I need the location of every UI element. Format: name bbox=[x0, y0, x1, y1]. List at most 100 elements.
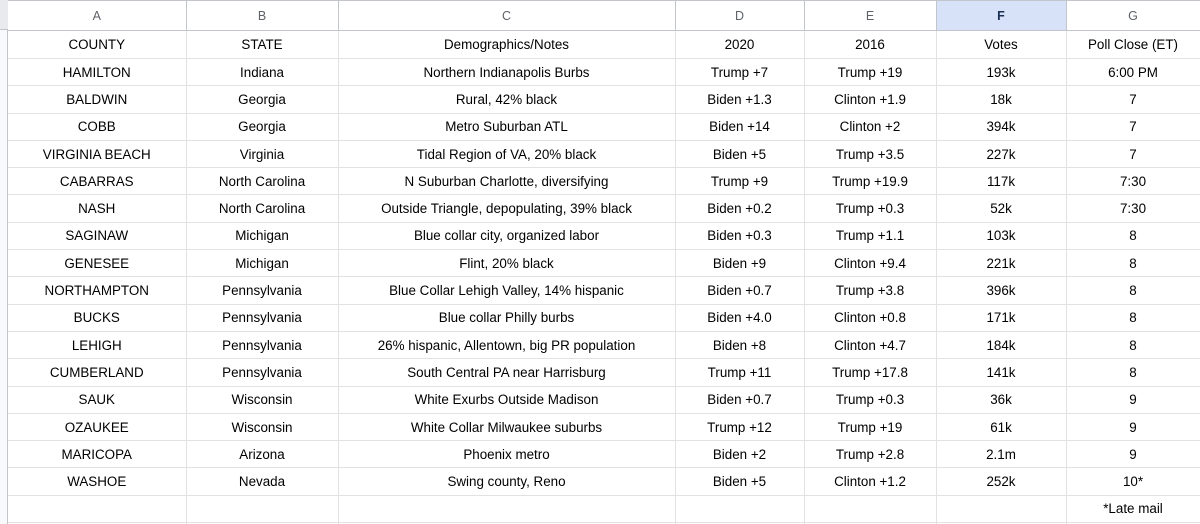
cell-poll-close[interactable]: 7 bbox=[1066, 85, 1200, 114]
cell-2020-margin[interactable] bbox=[675, 495, 805, 524]
cell-votes[interactable]: 252k bbox=[936, 467, 1067, 496]
cell-votes[interactable]: 221k bbox=[936, 249, 1067, 278]
cell-state[interactable]: Michigan bbox=[186, 222, 339, 251]
cell-2016-margin[interactable]: Trump +3.5 bbox=[804, 140, 937, 169]
cell-poll-close[interactable]: 8 bbox=[1066, 276, 1200, 305]
cell-poll-close[interactable]: 9 bbox=[1066, 413, 1200, 442]
cell-votes[interactable] bbox=[936, 495, 1067, 524]
cell-votes[interactable]: 394k bbox=[936, 113, 1067, 141]
column-header-d[interactable]: D bbox=[675, 0, 805, 31]
cell-county[interactable]: BALDWIN bbox=[8, 85, 187, 114]
cell-2020-margin[interactable]: Biden +8 bbox=[675, 331, 805, 360]
cell-2016-margin[interactable]: Trump +1.1 bbox=[804, 222, 937, 251]
cell-votes[interactable]: 117k bbox=[936, 167, 1067, 196]
cell-2020-margin[interactable] bbox=[675, 522, 805, 524]
cell-state[interactable]: Pennsylvania bbox=[186, 304, 339, 332]
cell-2016-margin[interactable]: Trump +2.8 bbox=[804, 440, 937, 469]
column-header-c[interactable]: C bbox=[338, 0, 676, 31]
cell-state[interactable] bbox=[186, 495, 339, 524]
cell-county[interactable]: MARICOPA bbox=[8, 440, 187, 469]
column-header-b[interactable]: B bbox=[186, 0, 339, 31]
cell-notes[interactable]: Phoenix metro bbox=[338, 440, 676, 469]
cell-votes[interactable]: 396k bbox=[936, 276, 1067, 305]
cell-state[interactable]: North Carolina bbox=[186, 167, 339, 196]
cell-state[interactable]: Pennsylvania bbox=[186, 358, 339, 387]
cell-notes[interactable]: Swing county, Reno bbox=[338, 467, 676, 496]
cell-2016-margin[interactable]: Clinton +4.7 bbox=[804, 331, 937, 360]
cell-2020-margin[interactable]: Biden +0.7 bbox=[675, 386, 805, 414]
cell-votes[interactable]: 227k bbox=[936, 140, 1067, 169]
cell-state[interactable]: Wisconsin bbox=[186, 413, 339, 442]
cell-notes[interactable]: Northern Indianapolis Burbs bbox=[338, 58, 676, 87]
cell-notes[interactable] bbox=[338, 495, 676, 524]
cell-county[interactable]: CUMBERLAND bbox=[8, 358, 187, 387]
cell-2020-margin[interactable]: Biden +1.3 bbox=[675, 85, 805, 114]
cell-notes[interactable]: N Suburban Charlotte, diversifying bbox=[338, 167, 676, 196]
cell-county[interactable]: HAMILTON bbox=[8, 58, 187, 87]
cell-2016-margin[interactable]: Trump +19.9 bbox=[804, 167, 937, 196]
cell-votes[interactable]: 141k bbox=[936, 358, 1067, 387]
column-header-f[interactable]: F bbox=[936, 0, 1067, 31]
cell-poll-close[interactable]: *Late mail bbox=[1066, 495, 1200, 524]
cell-2020-margin[interactable]: Trump +7 bbox=[675, 58, 805, 87]
cell-county[interactable]: LEHIGH bbox=[8, 331, 187, 360]
cell-state-label[interactable]: STATE bbox=[186, 30, 339, 59]
cell-county[interactable]: CABARRAS bbox=[8, 167, 187, 196]
cell-votes[interactable]: 171k bbox=[936, 304, 1067, 332]
cell-notes[interactable]: Outside Triangle, depopulating, 39% blac… bbox=[338, 194, 676, 223]
cell-poll-close[interactable]: 7 bbox=[1066, 113, 1200, 141]
cell-state[interactable]: Pennsylvania bbox=[186, 276, 339, 305]
cell-poll-close[interactable]: 6:00 PM bbox=[1066, 58, 1200, 87]
cell-2016-margin[interactable]: Clinton +0.8 bbox=[804, 304, 937, 332]
cell-2016-margin[interactable] bbox=[804, 522, 937, 524]
cell-state[interactable]: Georgia bbox=[186, 85, 339, 114]
cell-state[interactable]: Georgia bbox=[186, 113, 339, 141]
column-header-g[interactable]: G bbox=[1066, 0, 1200, 31]
cell-notes[interactable]: White Collar Milwaukee suburbs bbox=[338, 413, 676, 442]
cell-county[interactable]: NORTHAMPTON bbox=[8, 276, 187, 305]
cell-notes[interactable]: Tidal Region of VA, 20% black bbox=[338, 140, 676, 169]
cell-county[interactable]: SAUK bbox=[8, 386, 187, 414]
cell-notes[interactable]: Rural, 42% black bbox=[338, 85, 676, 114]
cell-poll-close[interactable]: 8 bbox=[1066, 358, 1200, 387]
cell-county[interactable]: COBB bbox=[8, 113, 187, 141]
cell-poll-close[interactable]: 9 bbox=[1066, 440, 1200, 469]
cell-2016-margin[interactable]: Trump +3.8 bbox=[804, 276, 937, 305]
cell-votes[interactable]: 193k bbox=[936, 58, 1067, 87]
cell-poll-close[interactable]: 7:30 bbox=[1066, 167, 1200, 196]
cell-county[interactable]: BUCKS bbox=[8, 304, 187, 332]
cell-2020-margin[interactable]: Biden +9 bbox=[675, 249, 805, 278]
cell-2016-margin[interactable]: Trump +19 bbox=[804, 58, 937, 87]
cell-votes[interactable]: 52k bbox=[936, 194, 1067, 223]
cell-2020-margin[interactable]: Biden +5 bbox=[675, 467, 805, 496]
cell-notes[interactable]: Metro Suburban ATL bbox=[338, 113, 676, 141]
cell-2020-margin[interactable]: Trump +12 bbox=[675, 413, 805, 442]
cell-2016-margin[interactable]: Clinton +1.9 bbox=[804, 85, 937, 114]
cell-2020-margin[interactable]: Trump +11 bbox=[675, 358, 805, 387]
cell-poll-close[interactable]: 8 bbox=[1066, 249, 1200, 278]
cell-state[interactable]: Pennsylvania bbox=[186, 331, 339, 360]
cell-2016-margin[interactable]: Trump +0.3 bbox=[804, 194, 937, 223]
cell-2016-margin[interactable]: Trump +17.8 bbox=[804, 358, 937, 387]
cell-county[interactable]: WASHOE bbox=[8, 467, 187, 496]
cell-2016-margin[interactable] bbox=[804, 495, 937, 524]
cell-poll-close[interactable]: 7:30 bbox=[1066, 194, 1200, 223]
cell-notes-label[interactable]: Demographics/Notes bbox=[338, 30, 676, 59]
cell-2020-margin[interactable]: Biden +2 bbox=[675, 440, 805, 469]
cell-votes[interactable]: 2.1m bbox=[936, 440, 1067, 469]
cell-votes[interactable]: 36k bbox=[936, 386, 1067, 414]
cell-votes[interactable]: 184k bbox=[936, 331, 1067, 360]
cell-notes[interactable]: 26% hispanic, Allentown, big PR populati… bbox=[338, 331, 676, 360]
cell-state[interactable]: Indiana bbox=[186, 58, 339, 87]
cell-poll-close-label[interactable]: Poll Close (ET) bbox=[1066, 30, 1200, 59]
cell-county[interactable]: GENESEE bbox=[8, 249, 187, 278]
cell-state[interactable]: Arizona bbox=[186, 440, 339, 469]
cell-2020-margin[interactable]: Biden +4.0 bbox=[675, 304, 805, 332]
cell-2020-margin[interactable]: Biden +0.3 bbox=[675, 222, 805, 251]
cell-poll-close[interactable]: 7 bbox=[1066, 140, 1200, 169]
cell-notes[interactable] bbox=[338, 522, 676, 524]
cell-2020-label[interactable]: 2020 bbox=[675, 30, 805, 59]
cell-votes[interactable]: 103k bbox=[936, 222, 1067, 251]
cell-county-label[interactable]: COUNTY bbox=[8, 30, 187, 59]
cell-state[interactable]: Virginia bbox=[186, 140, 339, 169]
